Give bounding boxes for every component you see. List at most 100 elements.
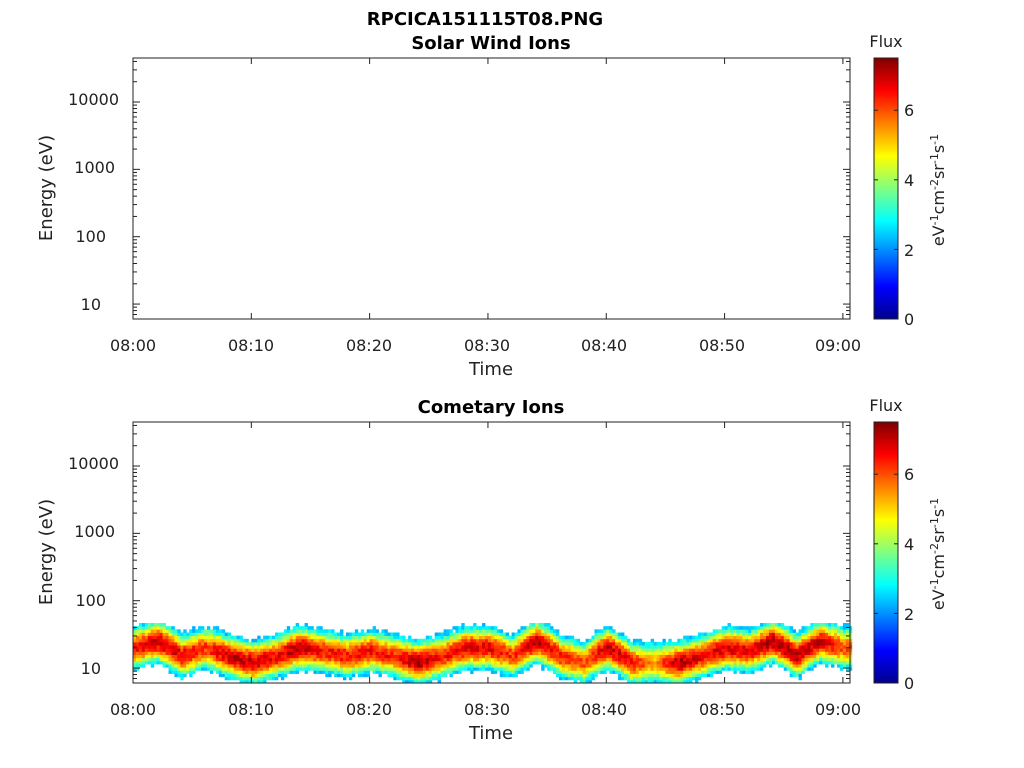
heatmap-cell bbox=[319, 654, 323, 659]
heatmap-cell bbox=[434, 651, 439, 655]
heatmap-cell bbox=[428, 664, 433, 668]
heatmap-cell bbox=[212, 626, 217, 630]
heatmap-cell bbox=[153, 641, 158, 646]
heatmap-cell bbox=[505, 673, 510, 678]
heatmap-cell bbox=[272, 660, 276, 665]
heatmap-cell bbox=[724, 641, 728, 646]
heatmap-cell bbox=[751, 664, 755, 668]
heatmap-cell bbox=[461, 657, 465, 662]
heatmap-cell bbox=[842, 638, 847, 643]
heatmap-cell bbox=[295, 651, 300, 655]
heatmap-cell bbox=[774, 632, 779, 637]
heatmap-cell bbox=[476, 626, 480, 630]
heatmap-cell bbox=[455, 667, 459, 671]
heatmap-cell bbox=[195, 664, 199, 668]
heatmap-cell bbox=[251, 654, 255, 659]
heatmap-cell bbox=[390, 654, 394, 659]
heatmap-cell bbox=[535, 648, 539, 652]
heatmap-cell bbox=[553, 641, 557, 646]
heatmap-cell bbox=[464, 660, 468, 665]
heatmap-cell bbox=[322, 641, 326, 646]
heatmap-cell bbox=[668, 679, 672, 684]
heatmap-cell bbox=[712, 641, 717, 646]
heatmap-cell bbox=[665, 657, 669, 662]
heatmap-cell bbox=[606, 641, 610, 646]
heatmap-cell bbox=[585, 641, 589, 646]
heatmap-cell bbox=[624, 648, 628, 652]
heatmap-cell bbox=[831, 638, 835, 643]
heatmap-cell bbox=[677, 673, 681, 678]
heatmap-cell bbox=[425, 641, 430, 646]
heatmap-cell bbox=[236, 657, 240, 662]
heatmap-cell bbox=[201, 638, 205, 643]
heatmap-cell bbox=[816, 657, 820, 662]
heatmap-cell bbox=[337, 638, 341, 643]
heatmap-cell bbox=[375, 651, 379, 655]
heatmap-cell bbox=[564, 648, 569, 652]
heatmap-cell bbox=[180, 676, 184, 681]
heatmap-cell bbox=[298, 626, 302, 630]
heatmap-cell bbox=[331, 651, 335, 655]
heatmap-cell bbox=[626, 673, 631, 678]
heatmap-cell bbox=[440, 654, 444, 659]
heatmap-cell bbox=[254, 641, 258, 646]
heatmap-cell bbox=[659, 673, 663, 678]
heatmap-cell bbox=[292, 632, 297, 637]
heatmap-cell bbox=[159, 623, 163, 627]
heatmap-cell bbox=[715, 648, 720, 652]
heatmap-cell bbox=[810, 635, 814, 640]
heatmap-cell bbox=[345, 638, 350, 643]
heatmap-cell bbox=[502, 664, 507, 668]
heatmap-cell bbox=[316, 660, 320, 665]
heatmap-cell bbox=[742, 651, 746, 655]
heatmap-cell bbox=[470, 660, 474, 665]
heatmap-cell bbox=[461, 638, 465, 643]
heatmap-cell bbox=[215, 660, 220, 665]
heatmap-cell bbox=[621, 645, 625, 649]
heatmap-cell bbox=[307, 635, 311, 640]
heatmap-cell bbox=[783, 660, 788, 665]
heatmap-cell bbox=[739, 629, 743, 633]
heatmap-cell bbox=[135, 629, 140, 633]
heatmap-cell bbox=[461, 664, 465, 668]
heatmap-cell bbox=[626, 664, 631, 668]
heatmap-cell bbox=[783, 629, 788, 633]
heatmap-cell bbox=[638, 641, 643, 646]
heatmap-cell bbox=[591, 667, 595, 671]
heatmap-cell bbox=[384, 641, 388, 646]
heatmap-cell bbox=[653, 660, 657, 665]
heatmap-cell bbox=[476, 648, 480, 652]
heatmap-cell bbox=[804, 648, 808, 652]
heatmap-cell bbox=[757, 641, 761, 646]
heatmap-cell bbox=[431, 657, 436, 662]
heatmap-cell bbox=[686, 664, 690, 668]
heatmap-cell bbox=[650, 660, 654, 665]
heatmap-cell bbox=[810, 667, 814, 671]
heatmap-cell bbox=[555, 629, 560, 633]
heatmap-cell bbox=[671, 673, 675, 678]
heatmap-cell bbox=[331, 667, 335, 671]
heatmap-cell bbox=[668, 670, 672, 674]
heatmap-cell bbox=[286, 664, 291, 668]
heatmap-cell bbox=[789, 667, 794, 671]
heatmap-cell bbox=[428, 679, 433, 684]
heatmap-cell bbox=[396, 648, 400, 652]
heatmap-cell bbox=[203, 657, 208, 662]
heatmap-cell bbox=[697, 641, 702, 646]
heatmap-cell bbox=[325, 651, 329, 655]
heatmap-cell bbox=[363, 641, 368, 646]
heatmap-cell bbox=[721, 667, 725, 671]
heatmap-cell bbox=[825, 629, 829, 633]
heatmap-cell bbox=[635, 648, 640, 652]
heatmap-cell bbox=[144, 660, 149, 665]
heatmap-cell bbox=[650, 664, 654, 668]
heatmap-cell bbox=[375, 632, 379, 637]
heatmap-cell bbox=[736, 657, 740, 662]
heatmap-cell bbox=[523, 638, 527, 643]
heatmap-cell bbox=[307, 629, 311, 633]
heatmap-cell bbox=[482, 660, 486, 665]
heatmap-cell bbox=[425, 638, 430, 643]
heatmap-cell bbox=[541, 632, 545, 637]
heatmap-cell bbox=[689, 670, 693, 674]
heatmap-cell bbox=[334, 660, 338, 665]
